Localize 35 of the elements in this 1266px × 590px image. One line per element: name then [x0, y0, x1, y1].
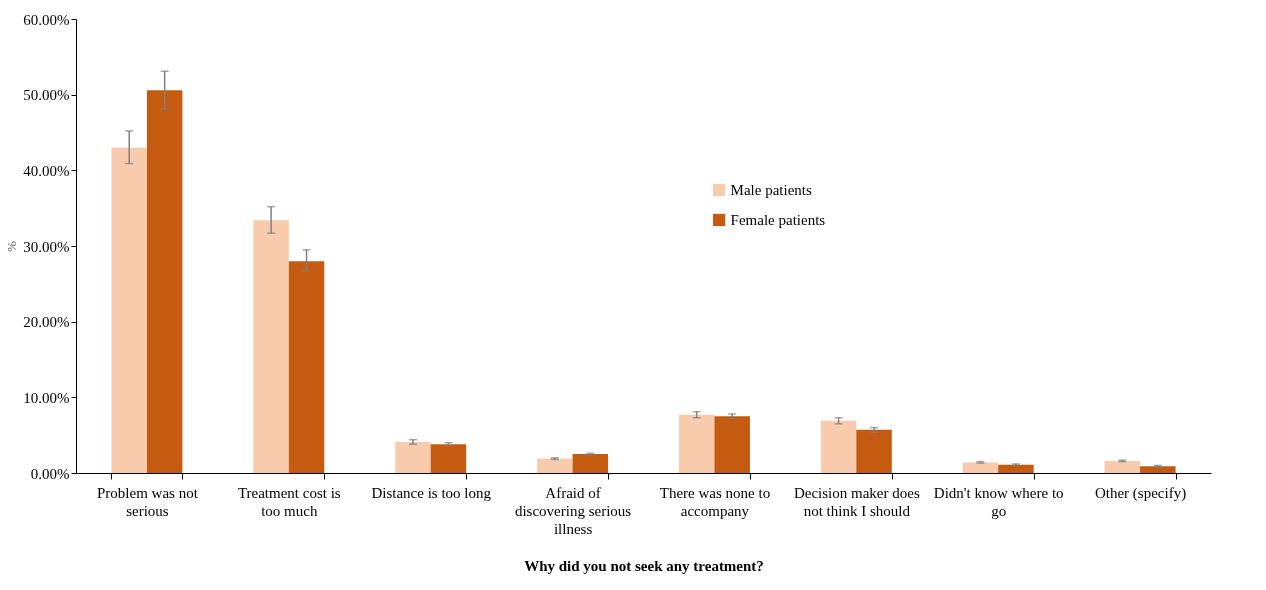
bar [820, 420, 857, 473]
x-tick-label: Decision maker does not think I should [793, 484, 920, 519]
x-tick-label: Treatment cost is too much [237, 484, 341, 519]
y-tick-label: 40.00% [23, 162, 70, 179]
bar [714, 416, 750, 473]
x-tick-label: Problem was not serious [97, 484, 199, 519]
x-axis-title: Why did you not seek any treatment? [524, 557, 764, 574]
y-tick-label: 50.00% [23, 87, 70, 104]
bar [111, 147, 147, 473]
bar [962, 462, 999, 473]
bar [253, 220, 289, 473]
legend-label: Male patients [730, 181, 812, 198]
x-tick-label: Afraid of discovering serious illness [514, 484, 632, 537]
bar [572, 454, 609, 473]
bar [856, 429, 892, 473]
x-tick-label: Didn't know where to go [933, 484, 1064, 519]
y-tick-label: 20.00% [23, 314, 70, 331]
bar [537, 458, 573, 473]
bar [430, 444, 467, 473]
bar [146, 90, 183, 473]
bar [678, 414, 715, 473]
y-tick-label: 60.00% [23, 11, 70, 28]
bar [1104, 460, 1141, 473]
x-tick-label: Distance is too long [371, 484, 492, 501]
bar [395, 441, 431, 473]
bar [998, 464, 1034, 473]
bar [1140, 466, 1176, 473]
x-tick-label: Other (specify) [1094, 484, 1187, 502]
y-tick-label: 30.00% [23, 238, 70, 255]
y-tick-label: 10.00% [23, 389, 70, 406]
y-axis-title: % [4, 240, 20, 252]
x-tick-label: There was none to accompany [659, 484, 771, 519]
legend-label: Female patients [730, 211, 826, 228]
bar [288, 261, 325, 473]
y-tick-label: 0.00% [30, 465, 70, 482]
